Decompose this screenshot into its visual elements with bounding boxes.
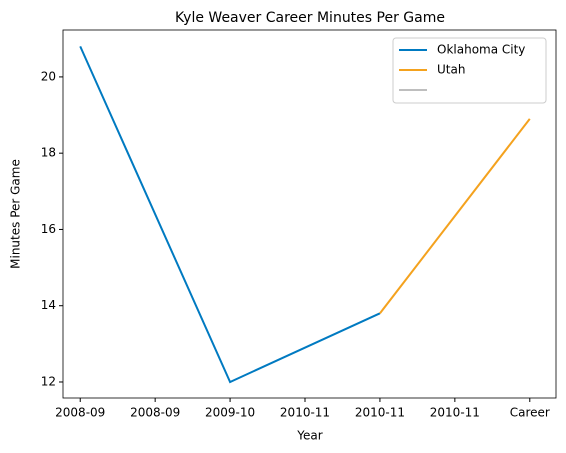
legend-box bbox=[392, 37, 547, 104]
x-tick-label: 2010-11 bbox=[280, 406, 330, 420]
series-line bbox=[379, 118, 531, 314]
y-tick-label: 14 bbox=[41, 298, 56, 312]
legend-label: Utah bbox=[437, 63, 465, 77]
series-line bbox=[79, 45, 381, 384]
plot-frame bbox=[62, 29, 557, 399]
chart-title: Kyle Weaver Career Minutes Per Game bbox=[175, 10, 445, 26]
x-axis-label: Year bbox=[296, 429, 322, 443]
y-tick-label: 16 bbox=[41, 222, 56, 236]
x-tick-label: 2008-09 bbox=[130, 406, 180, 420]
x-tick-label: 2010-11 bbox=[355, 406, 405, 420]
x-tick-label: 2008-09 bbox=[55, 406, 105, 420]
x-tick-label: 2010-11 bbox=[430, 406, 480, 420]
y-axis-label: Minutes Per Game bbox=[9, 159, 23, 269]
y-tick-label: 18 bbox=[41, 146, 56, 160]
x-tick-label: Career bbox=[510, 406, 550, 420]
y-tick-label: 12 bbox=[41, 374, 56, 388]
y-tick-label: 20 bbox=[41, 69, 56, 83]
x-tick-label: 2009-10 bbox=[205, 406, 255, 420]
legend-label: Oklahoma City bbox=[437, 43, 525, 57]
